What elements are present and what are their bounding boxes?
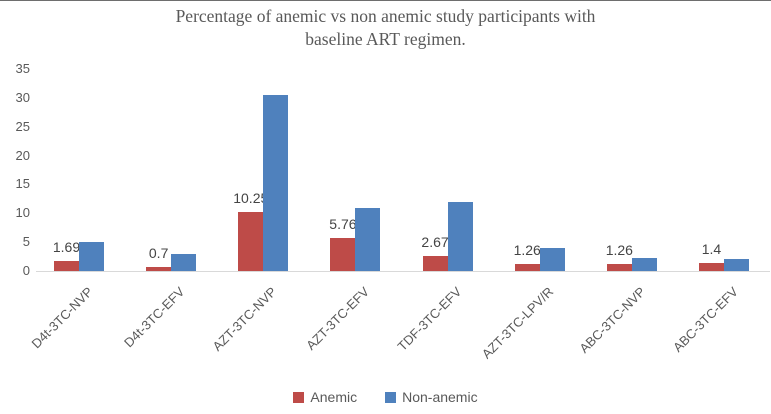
bar-value-label: 10.25 — [233, 189, 269, 206]
legend-label-non-anemic: Non-anemic — [402, 389, 478, 405]
bar-anemic — [606, 263, 632, 271]
x-category-label: TDF-3TC-EFV — [394, 284, 465, 354]
chart-title: Percentage of anemic vs non anemic study… — [0, 5, 771, 51]
bar-non-anemic — [539, 248, 565, 271]
y-tick-label: 25 — [15, 118, 30, 134]
bar-value-label: 2.67 — [421, 233, 449, 250]
bar-value-label: 1.4 — [701, 240, 722, 257]
bar-anemic — [146, 266, 172, 271]
legend-item-non-anemic: Non-anemic — [385, 389, 478, 405]
chart-title-text: Percentage of anemic vs non anemic study… — [175, 6, 596, 49]
legend-item-anemic: Anemic — [293, 389, 357, 405]
x-category-label: AZT-3TC-LPV/R — [478, 284, 557, 362]
bar-anemic — [330, 237, 356, 271]
x-category-label: AZT-3TC-EFV — [303, 284, 373, 353]
bar-value-label: 5.76 — [329, 215, 357, 232]
x-category-label: ABC-3TC-NVP — [576, 284, 649, 356]
y-tick-label: 10 — [15, 205, 30, 221]
bar-non-anemic — [631, 257, 657, 271]
bar-non-anemic — [171, 253, 197, 271]
x-category-label: AZT-3TC-NVP — [210, 284, 280, 354]
bar-value-label: 0.7 — [148, 244, 169, 261]
bar-non-anemic — [79, 242, 104, 271]
x-category-label: ABC-3TC-EFV — [669, 284, 741, 355]
bar-non-anemic — [723, 259, 749, 271]
bar-non-anemic — [263, 94, 289, 271]
y-tick-label: 20 — [15, 147, 30, 163]
y-tick-label: 30 — [15, 89, 30, 105]
bar-non-anemic — [447, 201, 473, 271]
bar-anemic — [514, 263, 540, 271]
bar-value-label: 1.26 — [513, 241, 541, 258]
bar-anemic — [422, 255, 448, 271]
y-tick-label: 5 — [22, 234, 30, 250]
legend-swatch-anemic — [293, 391, 305, 403]
x-axis-line — [36, 271, 770, 272]
bar-anemic — [238, 211, 264, 271]
bar-non-anemic — [355, 207, 381, 271]
bar-value-label: 1.69 — [52, 239, 81, 256]
x-category-label: D4t-3TC-EFV — [121, 284, 188, 351]
legend-swatch-non-anemic — [385, 391, 397, 403]
bar-anemic — [54, 261, 79, 271]
y-tick-label: 0 — [22, 263, 30, 278]
y-tick-label: 15 — [15, 176, 30, 192]
x-category-label: D4t-3TC-NVP — [28, 284, 96, 352]
bar-value-label: 1.26 — [605, 241, 633, 258]
y-tick-label: 35 — [15, 61, 30, 76]
bar-anemic — [698, 262, 724, 271]
legend: Anemic Non-anemic — [0, 389, 771, 405]
legend-label-anemic: Anemic — [310, 389, 358, 405]
